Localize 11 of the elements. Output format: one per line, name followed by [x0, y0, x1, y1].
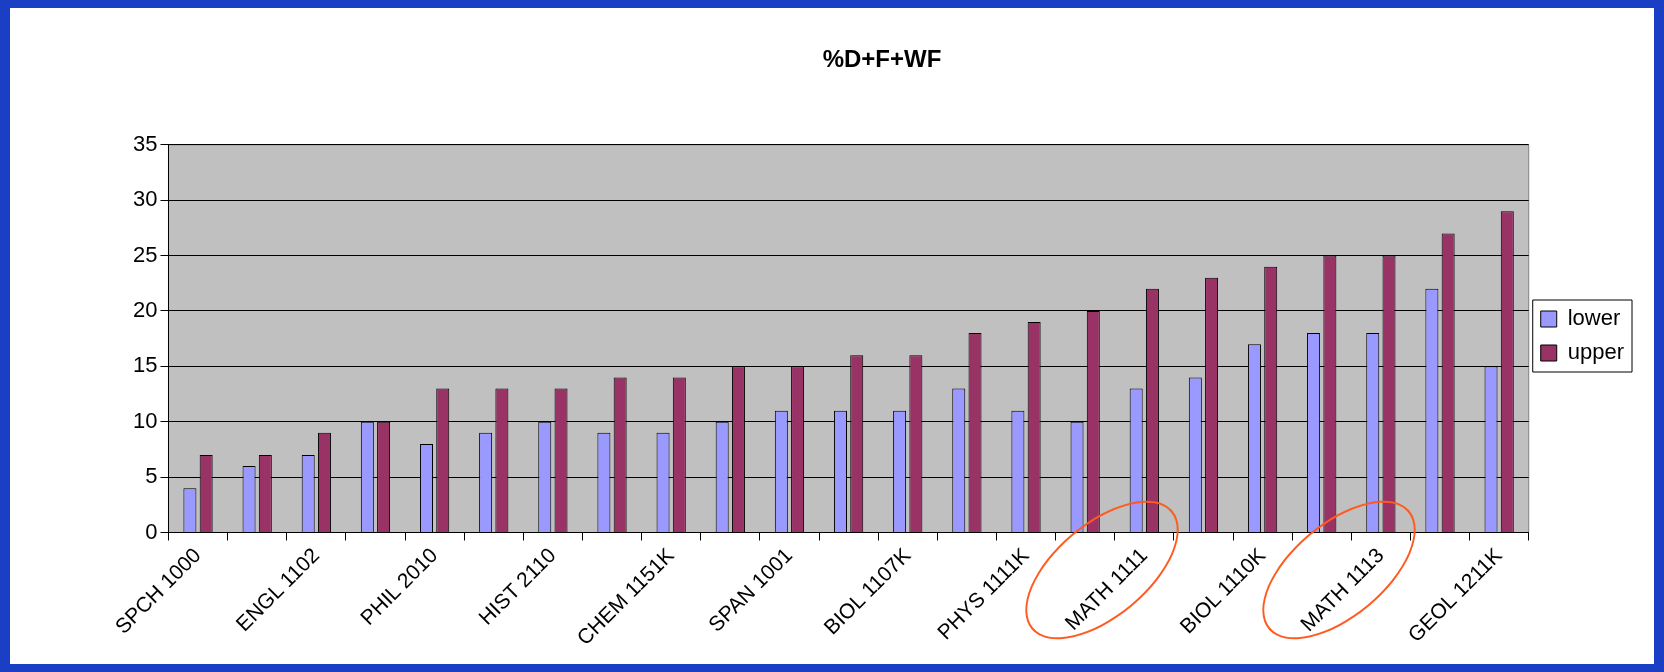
chart-title: %D+F+WF — [822, 45, 942, 73]
y-tick-label: 30 — [132, 186, 158, 212]
legend-label: upper — [1567, 339, 1625, 365]
y-tick-label: 15 — [132, 352, 158, 378]
y-tick-label: 35 — [132, 130, 158, 156]
y-tick-label: 10 — [132, 407, 158, 433]
y-tick-label: 0 — [145, 518, 158, 544]
y-tick-label: 5 — [145, 463, 158, 489]
y-tick-label: 25 — [132, 241, 158, 267]
legend-label: lower — [1567, 305, 1621, 331]
y-tick-label: 20 — [132, 297, 158, 323]
